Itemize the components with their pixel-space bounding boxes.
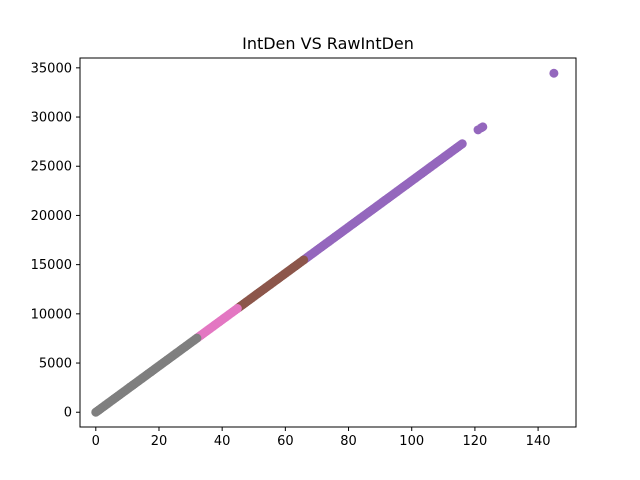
x-tick-label: 60 <box>277 434 294 449</box>
x-tick-label: 140 <box>526 434 551 449</box>
y-tick-label: 10000 <box>31 307 72 322</box>
x-tick-label: 120 <box>462 434 487 449</box>
x-tick-label: 20 <box>151 434 168 449</box>
x-tick-label: 80 <box>340 434 357 449</box>
data-point <box>299 255 309 265</box>
y-tick-label: 25000 <box>31 160 72 175</box>
chart-title: IntDen VS RawIntDen <box>242 34 414 53</box>
data-point <box>478 122 488 132</box>
data-points <box>91 68 559 417</box>
x-tick-label: 40 <box>214 434 231 449</box>
x-tick-label: 0 <box>92 434 100 449</box>
y-axis-ticks: 0 5000 10000 15000 20000 25000 30000 35000 <box>31 61 80 421</box>
data-point <box>232 304 242 314</box>
data-point <box>457 139 467 149</box>
data-point <box>549 68 559 78</box>
y-tick-label: 5000 <box>39 357 72 372</box>
x-axis-ticks: 0 20 40 60 80 100 120 140 <box>92 427 551 449</box>
y-tick-label: 35000 <box>31 61 72 76</box>
x-tick-label: 100 <box>399 434 424 449</box>
plot-area-frame <box>79 57 577 428</box>
y-tick-label: 30000 <box>31 111 72 126</box>
y-tick-label: 20000 <box>31 209 72 224</box>
data-point <box>192 333 202 343</box>
y-tick-label: 15000 <box>31 258 72 273</box>
y-tick-label: 0 <box>64 406 72 421</box>
